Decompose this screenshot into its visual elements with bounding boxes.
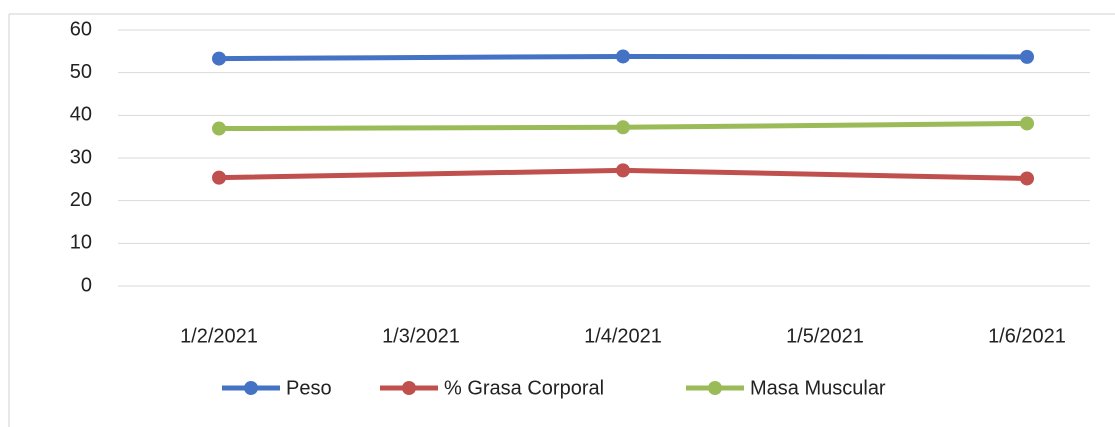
legend-label: Masa Muscular <box>750 377 886 399</box>
data-point <box>616 120 630 135</box>
y-tick-label: 10 <box>70 232 92 254</box>
y-tick-label: 20 <box>70 189 92 211</box>
data-point <box>616 163 630 178</box>
x-tick-label: 1/3/2021 <box>382 325 460 347</box>
y-tick-label: 30 <box>70 146 92 168</box>
data-point <box>212 51 226 66</box>
data-point <box>1020 116 1034 131</box>
data-point <box>212 170 226 185</box>
legend-marker <box>402 381 416 395</box>
legend-label: % Grasa Corporal <box>444 377 604 399</box>
y-tick-label: 60 <box>70 18 92 40</box>
legend-marker <box>708 381 722 395</box>
legend-marker <box>244 381 258 395</box>
y-tick-label: 40 <box>70 104 92 126</box>
data-point <box>212 121 226 136</box>
data-point <box>616 49 630 64</box>
data-point <box>1020 171 1034 186</box>
x-tick-label: 1/5/2021 <box>786 325 864 347</box>
x-tick-label: 1/2/2021 <box>180 325 258 347</box>
legend-label: Peso <box>286 377 332 399</box>
data-point <box>1020 49 1034 64</box>
x-tick-label: 1/4/2021 <box>584 325 662 347</box>
y-tick-label: 0 <box>81 274 92 296</box>
x-tick-label: 1/6/2021 <box>988 325 1066 347</box>
y-tick-label: 50 <box>70 61 92 83</box>
